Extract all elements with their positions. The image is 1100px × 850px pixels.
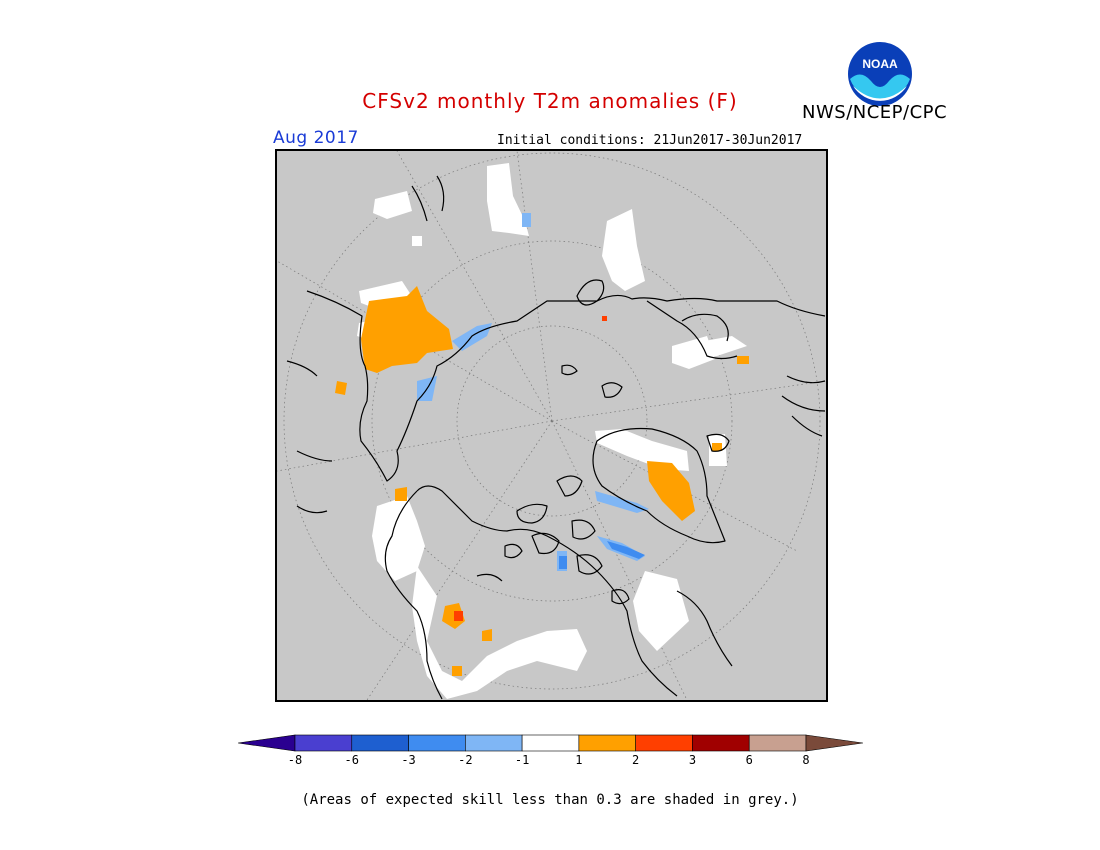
legend-bin-3 — [408, 734, 466, 752]
legend-tick-label: 8 — [802, 753, 810, 767]
mid-cool-regions — [559, 541, 645, 569]
legend-tick-label: -8 — [287, 753, 303, 767]
map-title: CFSv2 monthly T2m anomalies (F) — [362, 89, 738, 113]
legend-bin-4 — [465, 734, 523, 752]
legend-bin-7 — [635, 734, 693, 752]
legend-tick-label: -1 — [514, 753, 530, 767]
legend-bin-6 — [578, 734, 636, 752]
legend-bin-5 — [521, 734, 580, 752]
legend-bin-1 — [294, 734, 353, 752]
legend-tick-label: -3 — [401, 753, 416, 767]
near-normal-regions — [357, 163, 747, 699]
legend-tick-label: -2 — [458, 753, 473, 767]
legend-bin-8 — [692, 734, 750, 752]
noaa-logo: NOAA — [848, 42, 912, 106]
agency-label: NWS/NCEP/CPC — [802, 102, 948, 123]
map-canvas — [277, 151, 826, 700]
legend-bin-10 — [805, 734, 863, 752]
legend-tick-label: 3 — [688, 753, 697, 767]
polar-map — [275, 149, 828, 702]
coastlines — [286, 175, 826, 700]
legend-bin-2 — [351, 734, 409, 752]
legend-tick-label: 6 — [745, 753, 753, 767]
legend-bin-0 — [238, 734, 296, 752]
legend-tick-label: 1 — [575, 753, 583, 767]
strong-warm-regions — [454, 316, 607, 621]
legend-tick-label: -6 — [344, 753, 359, 767]
warm-anomaly-regions — [335, 286, 749, 676]
skill-footnote: (Areas of expected skill less than 0.3 a… — [301, 792, 799, 808]
color-legend — [238, 734, 863, 752]
graticule — [277, 151, 826, 700]
legend-bin-9 — [748, 734, 807, 752]
forecast-month: Aug 2017 — [273, 128, 359, 148]
legend-tick-label: 2 — [632, 753, 640, 767]
initial-conditions: Initial conditions: 21Jun2017-30Jun2017 — [497, 133, 803, 148]
noaa-logo-text: NOAA — [862, 57, 898, 71]
